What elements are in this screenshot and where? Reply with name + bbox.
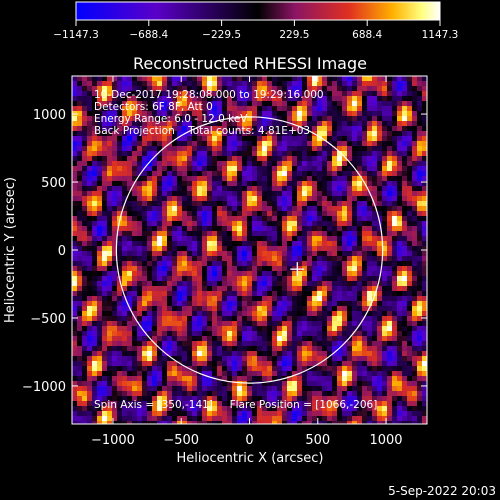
x-axis-label: Heliocentric X (arcsec) (177, 451, 324, 466)
colorbar-tick-label: −688.4 (129, 29, 168, 41)
colorbar-tick-label: −229.5 (202, 29, 241, 41)
annotation-time-range: 10-Dec-2017 19:28:08.000 to 19:29:16.000 (94, 89, 324, 101)
x-tick-label: 0 (245, 433, 253, 448)
colorbar-gradient (75, 1, 441, 21)
colorbar-tick-label: 229.5 (279, 29, 309, 41)
x-tick-label: −1000 (91, 433, 135, 448)
y-tick-label: −1000 (22, 380, 66, 395)
y-axis-ticks: −1000 −500 0 500 1000 (22, 108, 427, 395)
y-tick-label: −500 (30, 312, 66, 327)
annotation-energy-range: Energy Range: 6.0 - 12.0 keV (94, 113, 248, 125)
info-annotations: 10-Dec-2017 19:28:08.000 to 19:29:16.000… (94, 89, 324, 137)
y-tick-label: 1000 (33, 108, 66, 123)
colorbar-tick-label: 688.4 (352, 29, 382, 41)
timestamp: 5-Sep-2022 20:03 (388, 484, 496, 498)
chart-title: Reconstructed RHESSI Image (133, 54, 367, 73)
colorbar-tick-label: 1147.3 (422, 29, 459, 41)
annotation-spin-flare: Spin Axis = [350,-141] Flare Position = … (94, 399, 377, 411)
x-tick-label: −500 (163, 433, 199, 448)
colorbar-ticks: −1147.3 −688.4 −229.5 229.5 688.4 1147.3 (53, 20, 458, 41)
y-axis-label: Heliocentric Y (arcsec) (3, 177, 18, 323)
plot-area: −1000 −500 0 500 1000 −1000 −500 0 500 1000 (22, 75, 428, 448)
colorbar-tick-label: −1147.3 (53, 29, 99, 41)
x-tick-label: 1000 (369, 433, 402, 448)
x-axis-ticks: −1000 −500 0 500 1000 (91, 76, 403, 448)
y-tick-label: 500 (41, 176, 66, 191)
y-tick-label: 0 (58, 244, 66, 259)
x-tick-label: 500 (305, 433, 330, 448)
annotation-method-counts: Back Projection Total counts: 4.81E+03 (94, 125, 310, 137)
colorbar: −1147.3 −688.4 −229.5 229.5 688.4 1147.3 (53, 1, 458, 41)
annotation-detectors: Detectors: 6F 8F, Att 0 (94, 101, 213, 113)
flare-position-marker (290, 262, 305, 277)
solar-limb-circle (115, 116, 384, 384)
